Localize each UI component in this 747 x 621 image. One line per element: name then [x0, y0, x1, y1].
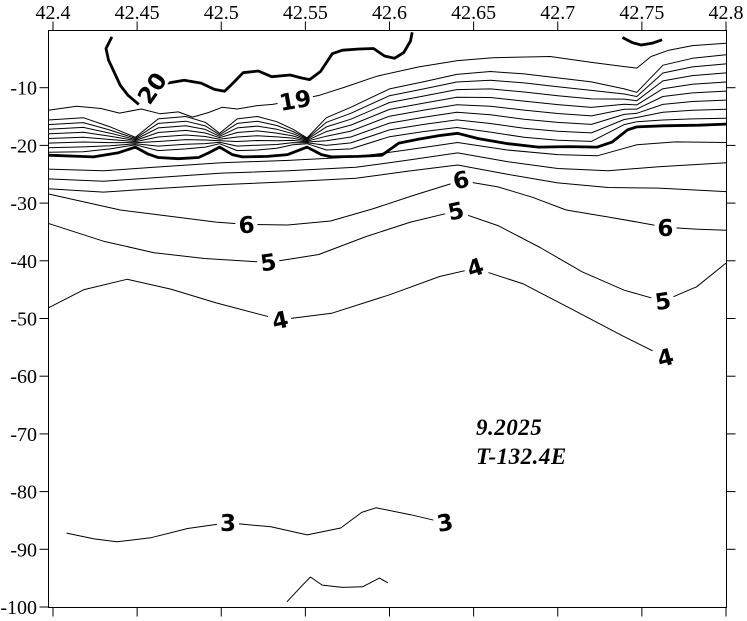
svg-text:4: 4 — [270, 307, 291, 336]
contour-line-15 — [47, 81, 727, 141]
contour-line-3 — [66, 507, 446, 543]
y-tick-label: -70 — [10, 424, 37, 446]
contour-line-8 — [47, 152, 727, 182]
y-tick-label: -10 — [10, 78, 37, 100]
y-tick-label: -80 — [10, 482, 37, 504]
contour-label-6: 6 — [234, 212, 259, 240]
svg-text:19: 19 — [277, 86, 313, 117]
contour-line-5 — [47, 210, 727, 302]
x-tick-label: 42.45 — [115, 2, 160, 24]
contour-label-4: 4 — [267, 307, 293, 336]
x-tick-label: 42.75 — [619, 2, 664, 24]
x-tick-label: 42.4 — [36, 2, 71, 24]
svg-text:3: 3 — [220, 511, 236, 537]
svg-text:5: 5 — [653, 288, 672, 316]
svg-text:6: 6 — [657, 216, 673, 242]
contour-label-6: 6 — [448, 167, 474, 196]
contour-line-20 — [167, 32, 414, 93]
contour-label-5: 5 — [650, 288, 676, 316]
x-tick-label: 42.5 — [204, 2, 239, 24]
y-tick-label: -40 — [10, 251, 37, 273]
x-tick-label: 42.55 — [283, 2, 328, 24]
station-annotation: 9.2025 T-132.4E — [476, 413, 567, 471]
annotation-transect: T-132.4E — [476, 444, 567, 469]
contour-line-11 — [47, 117, 727, 153]
y-tick-label: -60 — [10, 366, 37, 388]
svg-text:3: 3 — [435, 510, 455, 538]
svg-text:6: 6 — [451, 167, 472, 196]
contour-line-18 — [47, 54, 727, 139]
svg-text:4: 4 — [464, 254, 487, 284]
x-tick-label: 42.6 — [372, 2, 407, 24]
contour-line-20 — [104, 36, 140, 106]
contour-line-7 — [47, 164, 727, 193]
contour-label-3: 3 — [432, 510, 458, 538]
y-tick-label: -30 — [10, 193, 37, 215]
contour-line-14 — [47, 90, 727, 143]
x-tick-label: 42.65 — [451, 2, 496, 24]
annotation-date: 9.2025 — [476, 415, 543, 440]
y-tick-label: -100 — [0, 597, 37, 619]
y-tick-label: -90 — [10, 539, 37, 561]
x-tick-label: 42.8 — [709, 2, 744, 24]
svg-text:5: 5 — [446, 198, 467, 227]
contour-label-6: 6 — [654, 216, 677, 242]
svg-text:4: 4 — [655, 344, 677, 373]
y-tick-label: -50 — [10, 309, 37, 331]
contour-label-4: 4 — [652, 344, 679, 373]
contour-label-5: 5 — [443, 198, 469, 227]
contour-line-4 — [47, 267, 666, 358]
svg-text:6: 6 — [237, 212, 255, 239]
contour-line-10 — [47, 122, 727, 161]
contour-label-19: 19 — [275, 86, 315, 117]
contour-line-12 — [47, 108, 727, 149]
contour-line-17 — [47, 63, 727, 140]
contour-line-9 — [47, 141, 727, 172]
y-tick-label: -20 — [10, 135, 37, 157]
contour-label-3: 3 — [216, 511, 239, 537]
contour-line-3 — [286, 576, 389, 603]
contour-line-6 — [47, 180, 727, 231]
contour-label-4: 4 — [461, 254, 489, 284]
contour-line-16 — [47, 72, 727, 140]
x-tick-label: 42.7 — [540, 2, 575, 24]
contour-line-20 — [621, 36, 663, 47]
svg-text:5: 5 — [259, 250, 278, 278]
contour-label-5: 5 — [256, 250, 281, 278]
contour-line-13 — [47, 99, 727, 144]
